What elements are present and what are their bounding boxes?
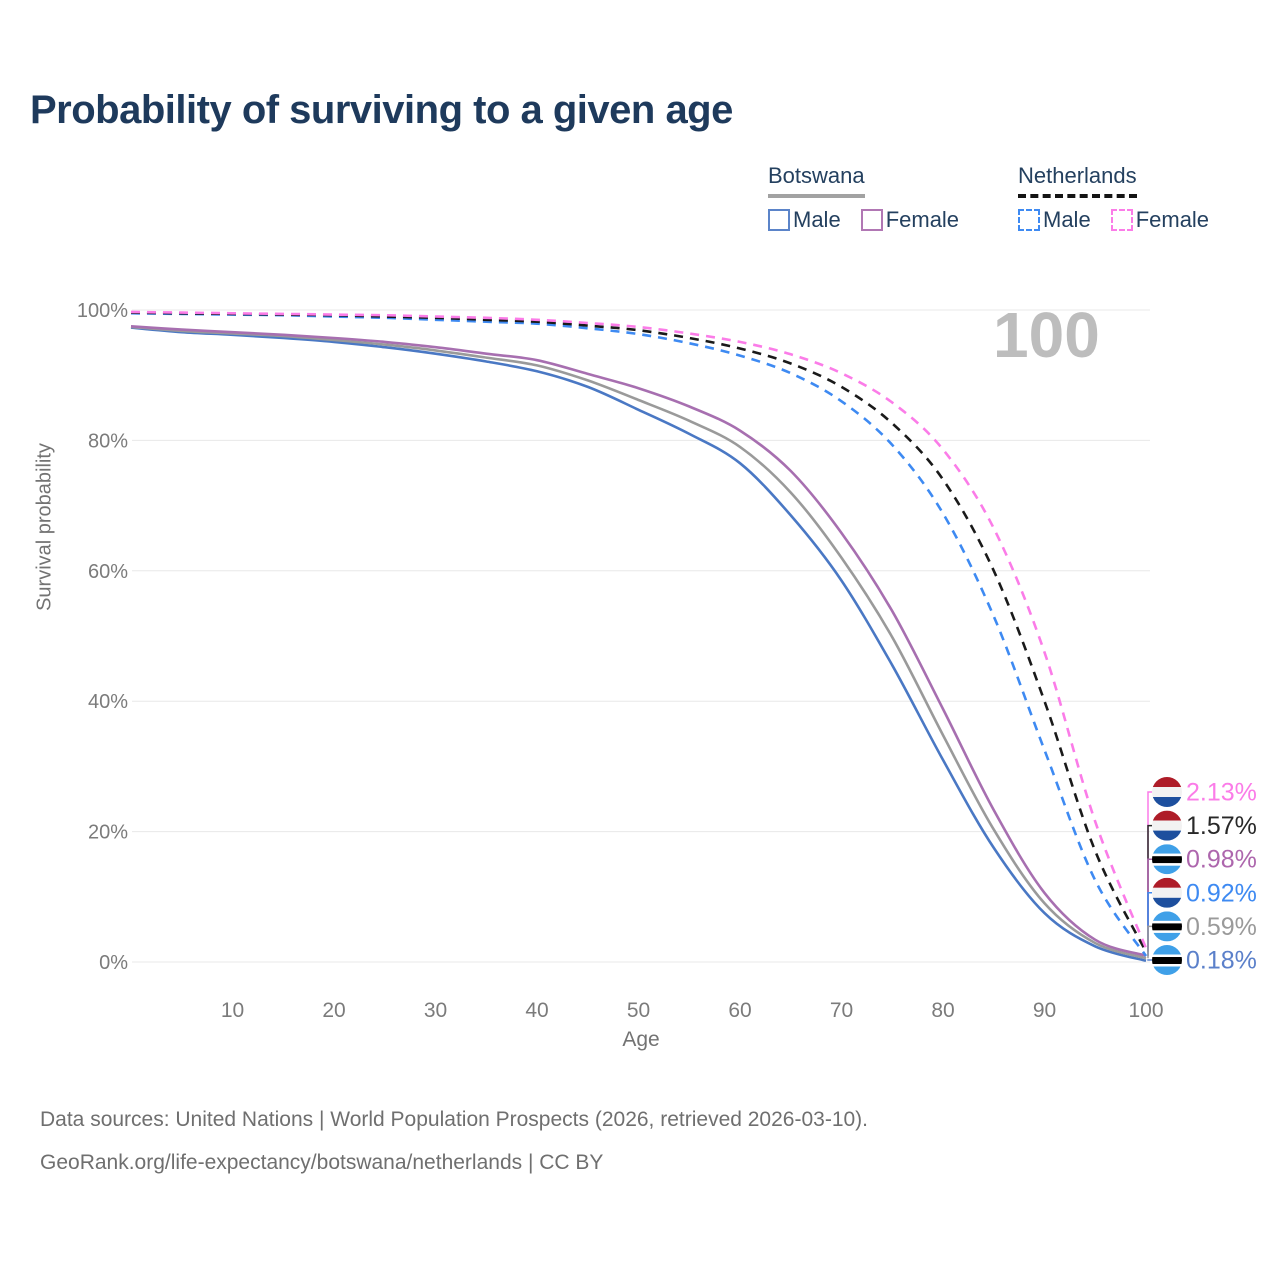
source-url-line: GeoRank.org/life-expectancy/botswana/net… (40, 1151, 604, 1174)
netherlands-flag-icon (1152, 777, 1182, 807)
botswana-flag-icon (1152, 911, 1182, 942)
x-tick-label: 90 (1033, 999, 1056, 1022)
legend-item-label: Female (1135, 207, 1210, 232)
botswana-male-swatch-icon (768, 209, 790, 231)
age-annotation: 100 (993, 299, 1100, 371)
legend-country-netherlands: Netherlands (1018, 163, 1137, 198)
legend-item-netherlands-male[interactable]: Male (1018, 207, 1091, 233)
botswana-flag-icon (1152, 844, 1182, 875)
end-label-botswana-female: 0.98% (1186, 846, 1257, 874)
y-tick-label: 20% (88, 822, 128, 844)
x-tick-label: 60 (728, 999, 751, 1022)
y-tick-label: 0% (99, 952, 128, 974)
legend-group-netherlands: Netherlands Male Female (1018, 163, 1209, 233)
netherlands-flag-icon (1152, 877, 1182, 908)
end-label-botswana-male: 0.18% (1186, 947, 1257, 975)
netherlands-male-swatch-icon (1018, 209, 1040, 231)
x-tick-label: 80 (931, 999, 954, 1022)
legend-group-botswana: Botswana Male Female (768, 163, 959, 233)
botswana-female-swatch-icon (860, 209, 883, 231)
x-tick-label: 20 (322, 999, 345, 1022)
x-tick-label: 70 (830, 999, 853, 1022)
netherlands-female-swatch-icon (1110, 209, 1133, 231)
end-label-connector (1147, 959, 1152, 961)
page-title: Probability of surviving to a given age (30, 88, 733, 132)
legend-item-botswana-female[interactable]: Female (860, 207, 960, 233)
line-botswana[interactable] (130, 325, 1147, 960)
line-botswana-male[interactable] (130, 326, 1147, 963)
botswana-flag-icon (1152, 945, 1182, 975)
y-tick-label: 60% (88, 561, 128, 583)
legend-item-netherlands-female[interactable]: Female (1110, 207, 1210, 233)
x-tick-label: 100 (1128, 999, 1163, 1022)
x-tick-label: 40 (525, 999, 548, 1022)
y-tick-label: 100% (77, 300, 128, 322)
x-tick-label: 10 (221, 999, 244, 1022)
x-tick-label: 50 (627, 999, 650, 1022)
end-label-botswana: 0.59% (1186, 913, 1257, 941)
x-tick-label: 30 (424, 999, 447, 1022)
y-tick-label: 80% (88, 430, 128, 452)
legend-item-label: Female (885, 207, 960, 232)
legend-country-botswana: Botswana (768, 163, 865, 198)
legend-item-label: Male (1043, 207, 1091, 232)
footer: Data sources: United Nations | World Pop… (40, 1108, 868, 1194)
netherlands-flag-icon (1152, 810, 1182, 841)
line-netherlands-female[interactable] (130, 310, 1148, 949)
legend-item-label: Male (793, 207, 841, 232)
legend-item-botswana-male[interactable]: Male (768, 207, 841, 233)
line-botswana-female[interactable] (130, 325, 1147, 957)
end-label-netherlands: 1.57% (1186, 812, 1257, 840)
y-axis-title: Survival probability (33, 443, 56, 611)
data-sources-line: Data sources: United Nations | World Pop… (40, 1108, 869, 1131)
end-label-connector (1147, 925, 1152, 959)
x-axis-title: Age (622, 1028, 660, 1051)
y-tick-label: 40% (88, 691, 128, 713)
end-label-netherlands-male: 0.92% (1186, 879, 1257, 907)
end-label-netherlands-female: 2.13% (1186, 779, 1257, 807)
